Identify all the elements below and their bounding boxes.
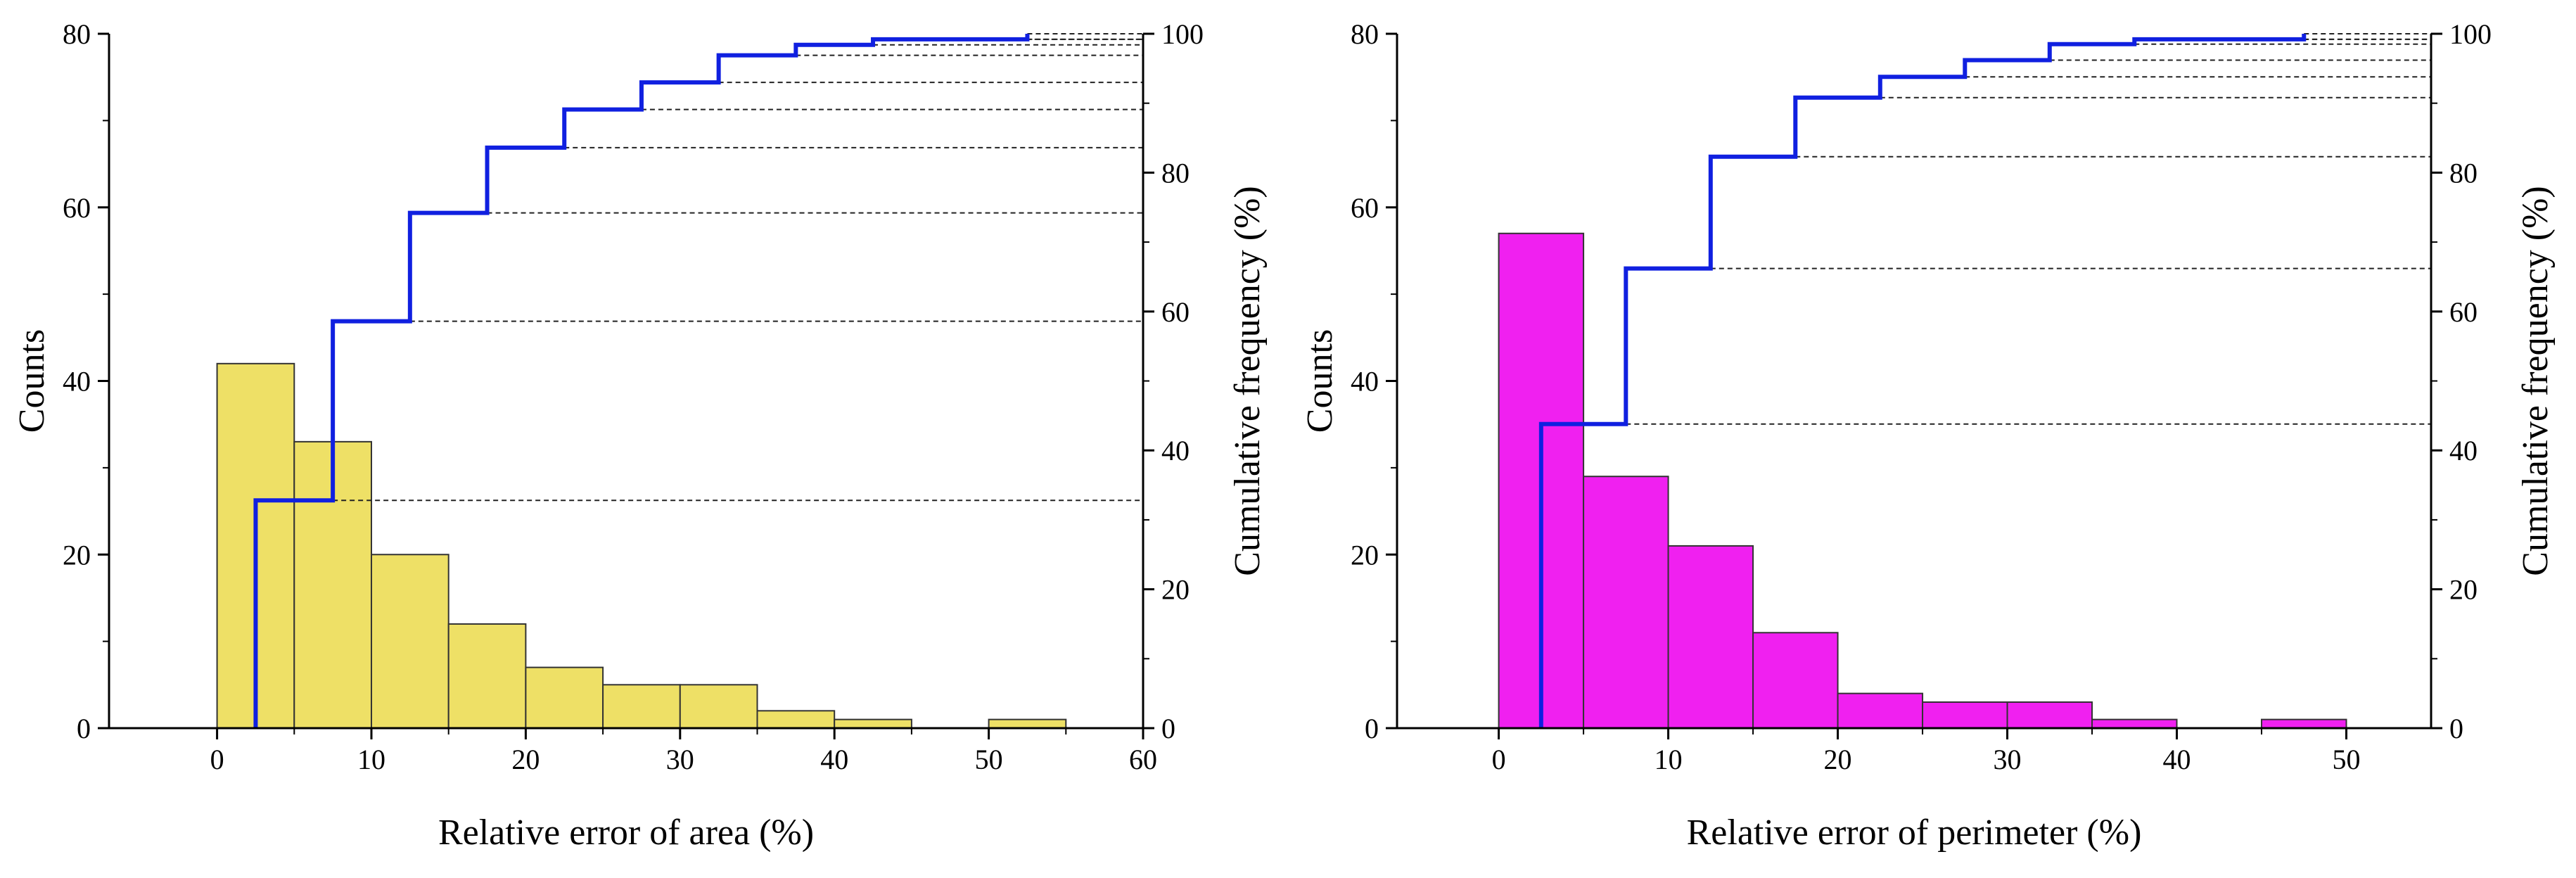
y-right-tick-label: 0 xyxy=(2449,713,2463,744)
y-tick-label: 20 xyxy=(63,539,91,571)
y-right-tick-label: 20 xyxy=(2449,574,2478,606)
y-axis-title: Counts xyxy=(1300,329,1340,433)
x-tick-label: 20 xyxy=(511,744,540,775)
y-right-tick-label: 60 xyxy=(1161,296,1190,328)
x-tick-label: 50 xyxy=(975,744,1003,775)
y-tick-label: 40 xyxy=(63,366,91,397)
x-tick-label: 50 xyxy=(2333,744,2361,775)
y-right-tick-label: 40 xyxy=(2449,435,2478,466)
x-tick-label: 40 xyxy=(2163,744,2191,775)
histogram-bar xyxy=(2008,702,2092,728)
histogram-bar xyxy=(449,624,526,728)
x-tick-label: 0 xyxy=(1492,744,1506,775)
histogram-bar xyxy=(603,685,680,728)
y-tick-label: 60 xyxy=(1351,192,1379,224)
histogram-bar xyxy=(371,554,449,728)
x-tick-label: 20 xyxy=(1824,744,1852,775)
x-axis-title: Relative error of perimeter (%) xyxy=(1687,813,2142,853)
histogram-bar xyxy=(757,711,834,728)
histogram-bar xyxy=(2262,720,2346,728)
y-right-tick-label: 80 xyxy=(2449,157,2478,189)
histogram-bar xyxy=(989,720,1066,728)
y-right-axis-title: Cumulative frequency (%) xyxy=(2516,186,2556,575)
y-tick-label: 20 xyxy=(1351,539,1379,571)
y-tick-label: 80 xyxy=(1351,18,1379,50)
histogram-bar xyxy=(1923,702,2007,728)
histogram-bar xyxy=(834,720,912,728)
x-axis-title: Relative error of area (%) xyxy=(438,813,814,853)
histogram-bar xyxy=(680,685,758,728)
y-tick-label: 40 xyxy=(1351,366,1379,397)
y-right-tick-label: 100 xyxy=(2449,18,2492,50)
x-tick-label: 60 xyxy=(1129,744,1157,775)
x-tick-label: 40 xyxy=(820,744,848,775)
x-tick-label: 0 xyxy=(210,744,224,775)
x-tick-label: 30 xyxy=(666,744,694,775)
y-tick-label: 80 xyxy=(63,18,91,50)
y-right-tick-label: 20 xyxy=(1161,574,1190,606)
chart-relative-error-perimeter: 0 10 20 30 40 50 0 20 40 60 80 0 20 40 60 80 100 Relativ… xyxy=(1288,0,2576,878)
y-right-tick-label: 60 xyxy=(2449,296,2478,328)
y-right-tick-label: 40 xyxy=(1161,435,1190,466)
y-right-tick-label: 80 xyxy=(1161,157,1190,189)
y-tick-label: 0 xyxy=(77,713,91,744)
y-right-axis-title: Cumulative frequency (%) xyxy=(1228,186,1268,575)
y-right-tick-label: 0 xyxy=(1161,713,1175,744)
histogram-bar xyxy=(1583,476,1668,728)
histogram-bar xyxy=(2092,720,2176,728)
y-tick-label: 0 xyxy=(1365,713,1379,744)
y-axis-title: Counts xyxy=(12,329,52,433)
x-tick-label: 30 xyxy=(1994,744,2022,775)
histogram-bar xyxy=(1669,546,1753,728)
x-tick-label: 10 xyxy=(1654,744,1683,775)
histogram-bar xyxy=(1838,694,1923,728)
y-right-tick-label: 100 xyxy=(1161,18,1204,50)
histogram-bar xyxy=(1753,632,1837,728)
x-tick-label: 10 xyxy=(357,744,385,775)
histogram-bar xyxy=(525,668,603,728)
y-tick-label: 60 xyxy=(63,192,91,224)
